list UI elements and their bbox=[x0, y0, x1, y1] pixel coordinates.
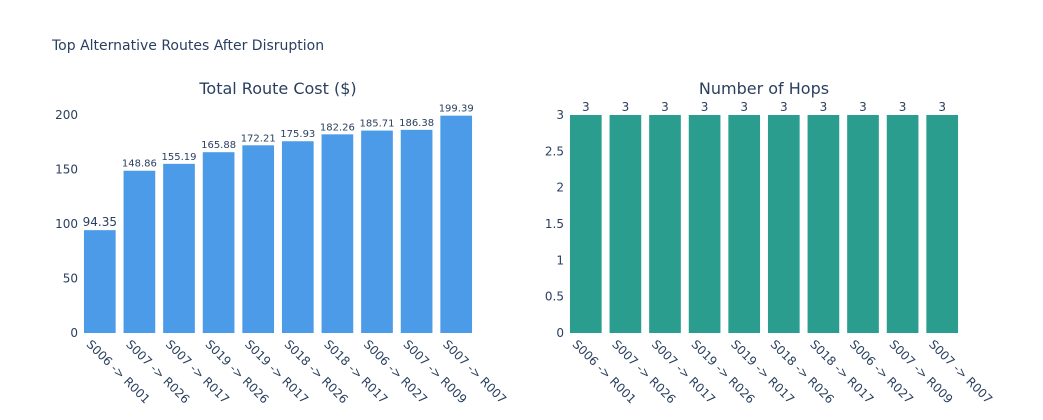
bar-value-label: 3 bbox=[582, 100, 590, 114]
y-tick-label: 2 bbox=[556, 181, 564, 195]
cost-panel-title: Total Route Cost ($) bbox=[198, 79, 356, 98]
bar[interactable] bbox=[123, 170, 156, 333]
bar[interactable] bbox=[609, 115, 642, 333]
bar[interactable] bbox=[649, 115, 681, 333]
bar[interactable] bbox=[569, 115, 602, 333]
bar[interactable] bbox=[400, 129, 433, 333]
bar-value-label: 3 bbox=[622, 100, 630, 114]
bar[interactable] bbox=[361, 130, 393, 333]
bar[interactable] bbox=[886, 115, 919, 333]
bar-value-label: 182.26 bbox=[320, 122, 355, 133]
y-tick-label: 150 bbox=[55, 163, 78, 177]
bar[interactable] bbox=[83, 230, 116, 333]
bar-value-label: 175.93 bbox=[280, 129, 315, 140]
bar[interactable] bbox=[847, 115, 879, 333]
bar[interactable] bbox=[281, 141, 314, 333]
y-tick-label: 1 bbox=[556, 253, 564, 267]
bar-value-label: 3 bbox=[899, 100, 907, 114]
y-tick-label: 2.5 bbox=[545, 144, 564, 158]
bar-value-label: 3 bbox=[938, 100, 946, 114]
y-tick-label: 3 bbox=[556, 108, 564, 122]
y-tick-label: 50 bbox=[63, 272, 78, 286]
bar-value-label: 3 bbox=[661, 100, 669, 114]
bar-value-label: 3 bbox=[820, 100, 828, 114]
y-tick-label: 200 bbox=[55, 108, 78, 122]
bar[interactable] bbox=[767, 115, 800, 333]
bar-value-label: 155.19 bbox=[162, 152, 197, 163]
bar-value-label: 3 bbox=[859, 100, 867, 114]
hops-panel-title: Number of Hops bbox=[699, 79, 829, 98]
y-tick-label: 100 bbox=[55, 217, 78, 231]
bar[interactable] bbox=[688, 115, 721, 333]
bar-value-label: 185.71 bbox=[360, 119, 395, 130]
bar-value-label: 186.38 bbox=[399, 118, 434, 129]
bar[interactable] bbox=[728, 115, 761, 333]
bar-value-label: 148.86 bbox=[122, 159, 157, 170]
bar[interactable] bbox=[807, 115, 840, 333]
bar[interactable] bbox=[440, 115, 473, 333]
bar-value-label: 3 bbox=[701, 100, 709, 114]
bar[interactable] bbox=[926, 115, 959, 333]
bar-value-label: 3 bbox=[740, 100, 748, 114]
bar-value-label: 172.21 bbox=[241, 133, 276, 144]
y-tick-label: 0.5 bbox=[545, 290, 564, 304]
bar-value-label: 199.39 bbox=[439, 104, 474, 115]
bar-value-label: 3 bbox=[780, 100, 788, 114]
y-tick-label: 0 bbox=[70, 326, 78, 340]
bar[interactable] bbox=[321, 134, 354, 333]
bar-value-label: 165.88 bbox=[201, 140, 236, 151]
bar-value-label: 94.35 bbox=[83, 215, 117, 229]
bar[interactable] bbox=[242, 145, 275, 333]
y-tick-label: 0 bbox=[556, 326, 564, 340]
bar[interactable] bbox=[202, 152, 235, 333]
bar[interactable] bbox=[163, 163, 195, 333]
figure-title: Top Alternative Routes After Disruption bbox=[51, 38, 324, 54]
y-tick-label: 1.5 bbox=[545, 217, 564, 231]
